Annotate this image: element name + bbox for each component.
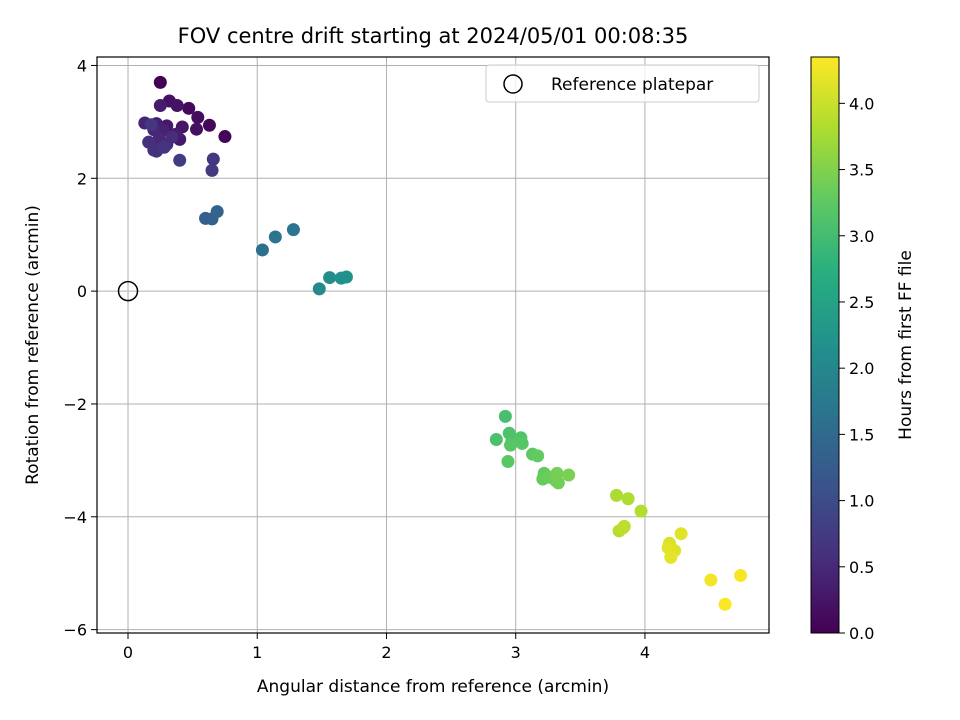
- reference-marker: [117, 280, 139, 302]
- data-points: [138, 75, 748, 611]
- data-point: [182, 101, 196, 115]
- data-point: [634, 504, 648, 518]
- colorbar-label: Hours from first FF file: [896, 250, 916, 440]
- data-point: [218, 130, 232, 144]
- colorbar-tick-label: 2.0: [849, 359, 874, 378]
- data-point: [664, 550, 678, 564]
- data-point: [255, 243, 269, 257]
- data-point: [268, 230, 282, 244]
- data-point: [551, 476, 565, 490]
- data-point: [550, 466, 564, 480]
- data-point: [734, 568, 748, 582]
- data-point: [704, 573, 718, 587]
- data-point: [153, 75, 167, 89]
- data-point: [205, 163, 219, 177]
- legend-label: Reference platepar: [551, 75, 713, 95]
- data-point: [489, 432, 503, 446]
- data-point: [498, 409, 512, 423]
- data-point: [531, 449, 545, 463]
- colorbar: 0.0 0.5 1.0 1.5 2.0 2.5 3.0 3.5 4.0 Hours from f…: [810, 56, 916, 643]
- data-point: [323, 271, 337, 285]
- colorbar-tick-label: 2.5: [849, 293, 874, 312]
- data-point: [157, 140, 171, 154]
- chart-title: FOV centre drift starting at 2024/05/01 …: [178, 24, 689, 48]
- colorbar-tick-label: 4.0: [849, 94, 874, 113]
- data-point: [562, 468, 576, 482]
- data-point: [610, 488, 624, 502]
- x-tick-label: 0: [123, 643, 133, 662]
- legend: Reference platepar: [485, 64, 760, 103]
- x-tick-label: 4: [640, 643, 650, 662]
- legend-box: [485, 64, 760, 103]
- data-point: [173, 153, 187, 167]
- data-point: [202, 118, 216, 132]
- x-tick-label: 1: [252, 643, 262, 662]
- grid: [97, 57, 769, 633]
- colorbar-gradient: [810, 56, 840, 634]
- data-point: [339, 270, 353, 284]
- y-axis-ticks: −6 −4 −2 0 2 4: [63, 56, 97, 640]
- data-point: [621, 492, 635, 506]
- y-axis-label: Rotation from reference (arcmin): [23, 205, 43, 485]
- data-point: [674, 527, 688, 541]
- data-point: [210, 205, 224, 219]
- y-tick-label: −4: [63, 508, 87, 527]
- x-tick-label: 3: [511, 643, 521, 662]
- data-point: [504, 438, 518, 452]
- data-point: [190, 122, 204, 136]
- data-point: [312, 282, 326, 296]
- colorbar-tick-label: 1.0: [849, 492, 874, 511]
- colorbar-tick-label: 3.0: [849, 227, 874, 246]
- colorbar-tick-label: 0.5: [849, 558, 874, 577]
- data-point: [191, 110, 205, 124]
- x-axis-label: Angular distance from reference (arcmin): [257, 677, 609, 697]
- colorbar-tick-label: 1.5: [849, 425, 874, 444]
- data-point: [501, 454, 515, 468]
- y-tick-label: 4: [77, 56, 87, 75]
- x-tick-label: 2: [381, 643, 391, 662]
- y-tick-label: −2: [63, 395, 87, 414]
- data-point: [153, 99, 167, 113]
- data-point: [165, 130, 179, 144]
- plot-frame: [96, 56, 770, 634]
- data-point: [170, 99, 184, 113]
- colorbar-tick-label: 3.5: [849, 161, 874, 180]
- colorbar-tick-label: 0.0: [849, 624, 874, 643]
- colorbar-ticks: 0.0 0.5 1.0 1.5 2.0 2.5 3.0 3.5 4.0: [839, 94, 874, 643]
- data-point: [718, 597, 732, 611]
- data-point: [206, 152, 220, 166]
- y-tick-label: 0: [77, 282, 87, 301]
- data-point: [286, 223, 300, 237]
- data-point: [144, 118, 158, 132]
- data-point: [515, 436, 529, 450]
- y-tick-label: 2: [77, 169, 87, 188]
- x-axis-ticks: 0 1 2 3 4: [123, 633, 650, 662]
- data-point: [617, 519, 631, 533]
- legend-marker-open-circle: [503, 74, 523, 94]
- y-tick-label: −6: [63, 621, 87, 640]
- reference-marker-group: [117, 280, 139, 302]
